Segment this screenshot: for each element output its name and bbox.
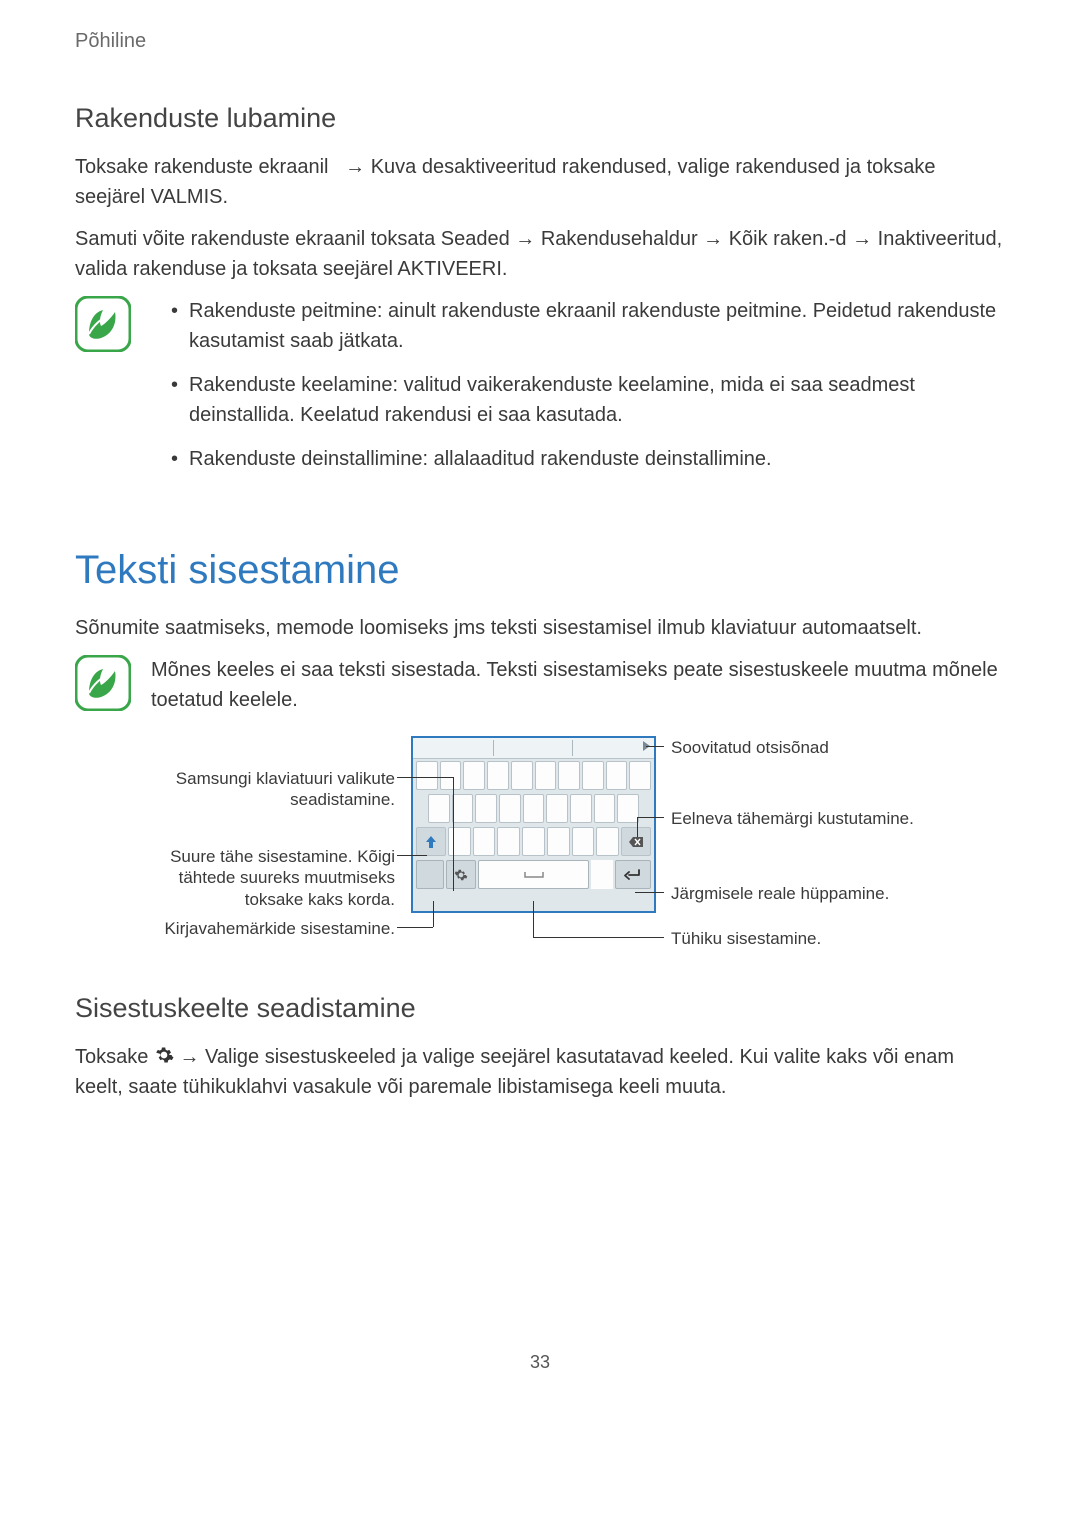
keyboard-illustration xyxy=(411,736,656,913)
note-bullet: Rakenduste deinstallimine: allalaaditud … xyxy=(171,444,1005,474)
page-number: 33 xyxy=(75,1352,1005,1373)
note-box: Rakenduste peitmine: ainult rakenduste e… xyxy=(75,296,1005,488)
suggestion-bar xyxy=(413,738,654,759)
section-title-text-entry: Teksti sisestamine xyxy=(75,548,1005,593)
callout-space: Tühiku sisestamine. xyxy=(671,928,821,949)
paragraph: Toksake → Valige sisestuskeeled ja valig… xyxy=(75,1042,1005,1102)
callout-spaces: Kirjavahemärkide sisestamine. xyxy=(115,918,395,939)
callout-samsung-opts: Samsungi klaviatuuri valikute seadistami… xyxy=(115,768,395,811)
note-bullet: Rakenduste keelamine: valitud vaikeraken… xyxy=(171,370,1005,430)
note-icon xyxy=(75,296,131,352)
paragraph: Samuti võite rakenduste ekraanil toksata… xyxy=(75,224,1005,284)
paragraph: Sõnumite saatmiseks, memode loomiseks jm… xyxy=(75,613,1005,643)
keyboard-diagram: Soovitatud otsisõnad Eelneva tähemärgi k… xyxy=(75,733,1005,963)
callout-delete-prev: Eelneva tähemärgi kustutamine. xyxy=(671,808,914,829)
note-icon xyxy=(75,655,131,711)
callout-suggestions: Soovitatud otsisõnad xyxy=(671,737,829,758)
section-title-apps-enable: Rakenduste lubamine xyxy=(75,103,1005,134)
period-key xyxy=(591,860,613,889)
enter-key xyxy=(615,860,651,889)
space-key xyxy=(478,860,589,889)
breadcrumb: Põhiline xyxy=(75,30,1005,53)
symbols-key xyxy=(416,860,444,889)
shift-key xyxy=(416,827,446,856)
callout-caps: Suure tähe sisestamine. Kõigi tähtede su… xyxy=(115,846,395,910)
callout-next-line: Järgmisele reale hüppamine. xyxy=(671,883,889,904)
settings-key xyxy=(446,860,476,889)
section-title-input-lang: Sisestuskeelte seadistamine xyxy=(75,993,1005,1024)
gear-icon xyxy=(154,1045,174,1065)
note-text: Mõnes keeles ei saa teksti sisestada. Te… xyxy=(151,655,1005,715)
note-bullet: Rakenduste peitmine: ainult rakenduste e… xyxy=(171,296,1005,356)
note-box: Mõnes keeles ei saa teksti sisestada. Te… xyxy=(75,655,1005,715)
paragraph: Toksake rakenduste ekraanil → Kuva desak… xyxy=(75,152,1005,212)
